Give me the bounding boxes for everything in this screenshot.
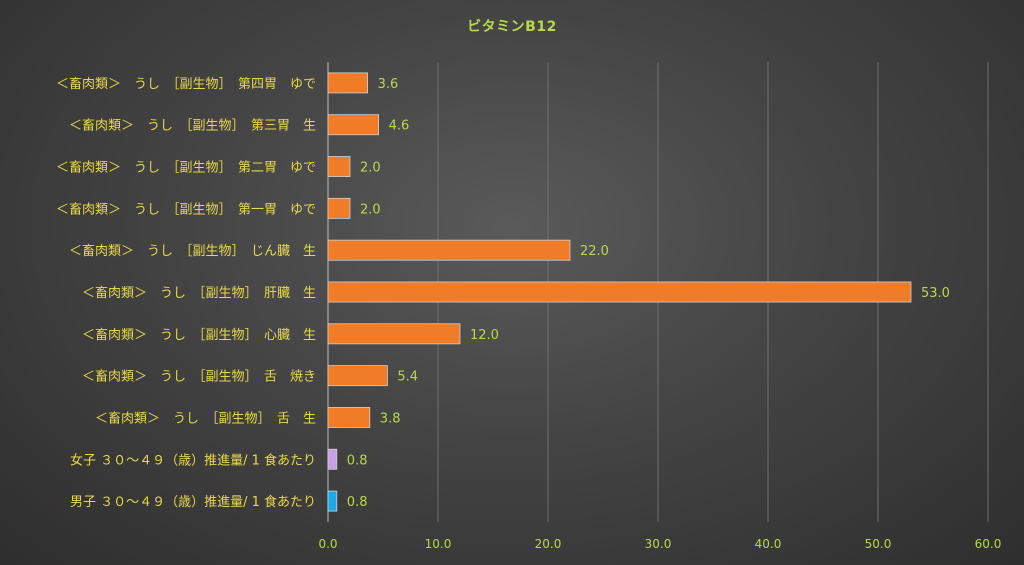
data-label: 53.0	[921, 286, 950, 301]
category-label: ＜畜肉類＞ うし ［副生物］ 第三胃 生	[69, 118, 316, 134]
bar	[327, 156, 351, 177]
x-tick-label: 0.0	[318, 537, 337, 551]
bar	[327, 197, 351, 219]
data-label: 5.4	[397, 370, 418, 385]
category-label: 男子 ３０～４９（歳）推進量/ 1 食あたり	[70, 494, 316, 510]
category-label: ＜畜肉類＞ うし ［副生物］ 心臓 生	[82, 327, 316, 343]
data-label: 0.8	[347, 495, 368, 510]
x-tick-label: 20.0	[535, 537, 562, 551]
x-tick-label: 50.0	[865, 537, 892, 551]
bar	[327, 72, 368, 94]
x-tick-label: 40.0	[755, 537, 782, 551]
category-label: 女子 ３０～４９（歳）推進量/ 1 食あたり	[70, 452, 316, 468]
data-label: 2.0	[360, 161, 381, 176]
category-label: ＜畜肉類＞ うし ［副生物］ 舌 焼き	[82, 369, 316, 385]
category-label: ＜畜肉類＞ うし ［副生物］ 舌 生	[95, 410, 316, 426]
data-label: 2.0	[360, 202, 381, 217]
bars	[327, 72, 912, 512]
category-label: ＜畜肉類＞ うし ［副生物］ 第二胃 ゆで	[56, 160, 316, 176]
data-label: 3.6	[378, 77, 399, 92]
data-label: 12.0	[470, 328, 499, 343]
x-tick-label: 30.0	[645, 537, 672, 551]
category-label: ＜畜肉類＞ うし ［副生物］ 第四胃 ゆで	[56, 76, 316, 92]
data-label: 22.0	[580, 244, 609, 259]
bar	[327, 323, 461, 345]
data-label: 0.8	[347, 453, 368, 468]
bar	[327, 365, 388, 387]
bar	[327, 281, 912, 303]
x-tick-label: 60.0	[975, 537, 1002, 551]
x-tick-label: 10.0	[425, 537, 452, 551]
bar	[327, 490, 338, 512]
chart-title: ビタミンB12	[467, 19, 557, 35]
category-label: ＜畜肉類＞ うし ［副生物］ 肝臓 生	[82, 285, 316, 301]
bar	[327, 407, 371, 428]
bar	[327, 448, 338, 470]
category-label: ＜畜肉類＞ うし ［副生物］ 第一胃 ゆで	[56, 201, 316, 217]
labels: 0.0 10.0 20.0 30.0 40.0 50.0 60.0 3.6 ＜畜肉類＞ うし ［…	[56, 76, 1001, 551]
bar	[327, 114, 379, 136]
data-label: 4.6	[389, 119, 410, 134]
bar	[327, 239, 571, 261]
data-label: 3.8	[380, 411, 401, 426]
category-label: ＜畜肉類＞ うし ［副生物］ じん臓 生	[69, 243, 316, 259]
